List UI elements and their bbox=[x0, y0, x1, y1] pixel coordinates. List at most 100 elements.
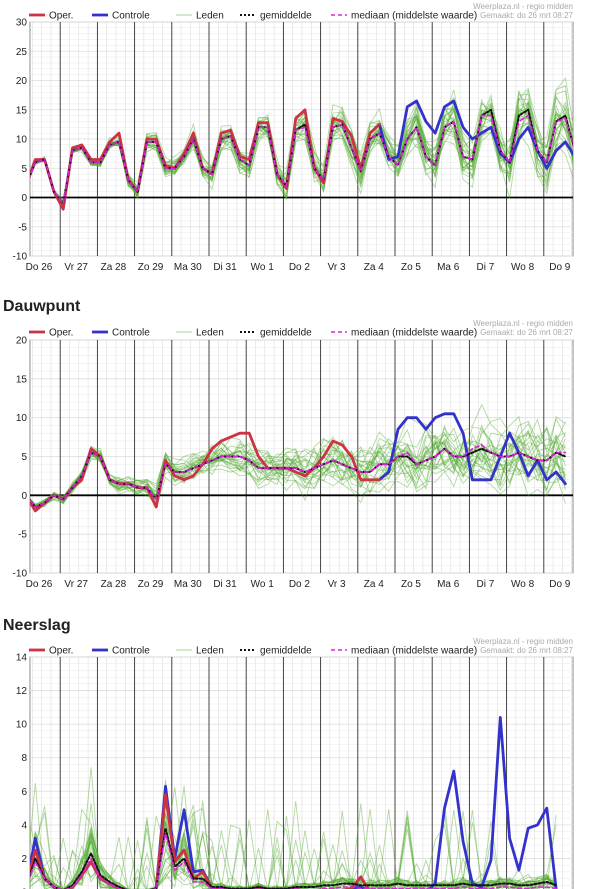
member-line bbox=[30, 100, 573, 207]
member-line bbox=[30, 107, 573, 209]
member-line bbox=[30, 98, 573, 205]
x-tick-label: Vr 3 bbox=[328, 262, 346, 273]
x-tick-label: Ma 30 bbox=[174, 262, 202, 273]
member-line bbox=[30, 810, 557, 889]
y-tick-label: -10 bbox=[13, 569, 28, 580]
x-tick-label: Za 28 bbox=[101, 579, 127, 590]
y-tick-label: 5 bbox=[21, 164, 27, 175]
member-line bbox=[30, 105, 573, 208]
y-tick-label: 12 bbox=[16, 686, 28, 697]
x-tick-label: Di 7 bbox=[477, 262, 495, 273]
x-tick-label: Vr 27 bbox=[64, 262, 88, 273]
legend-mediaan-label: mediaan (middelste waarde) bbox=[351, 646, 477, 657]
member-line bbox=[30, 803, 557, 889]
y-tick-label: 10 bbox=[16, 135, 28, 146]
x-tick-label: Zo 29 bbox=[138, 262, 164, 273]
chart-legend: Oper. Controle Leden gemiddelde mediaan (mid… bbox=[29, 2, 574, 22]
legend-mediaan-label: mediaan (middelste waarde) bbox=[351, 328, 477, 339]
legend-gemiddelde-label: gemiddelde bbox=[260, 328, 312, 339]
y-tick-label: 15 bbox=[16, 374, 28, 385]
plot-area bbox=[29, 656, 574, 889]
series-mediaan bbox=[30, 114, 573, 205]
x-tick-label: Di 7 bbox=[477, 579, 495, 590]
member-line bbox=[30, 403, 566, 510]
legend-controle-label: Controle bbox=[112, 646, 150, 657]
member-line bbox=[30, 107, 573, 206]
generated-label: Gemaakt: do 26 mrt 08:27 bbox=[480, 328, 573, 337]
y-tick-label: 15 bbox=[16, 105, 28, 116]
chart-1: -10 -5 0 5 10 15 20 Do 26 Vr 27 Za 28 Zo 29 Ma 30 Di… bbox=[13, 319, 574, 590]
x-tick-label: Vr 27 bbox=[64, 579, 88, 590]
y-tick-label: 6 bbox=[21, 787, 27, 798]
member-line bbox=[30, 416, 566, 506]
x-tick-label: Do 26 bbox=[26, 579, 53, 590]
member-line bbox=[30, 427, 566, 508]
x-tick-label: Zo 5 bbox=[401, 262, 421, 273]
y-tick-label: -5 bbox=[18, 530, 27, 541]
member-line bbox=[30, 432, 566, 509]
y-tick-label: 20 bbox=[16, 336, 28, 347]
member-line bbox=[30, 809, 557, 889]
member-line bbox=[30, 425, 566, 508]
member-line bbox=[30, 812, 557, 889]
y-tick-label: 2 bbox=[21, 854, 27, 865]
chart-legend: Oper. Controle Leden gemiddelde mediaan (mid… bbox=[29, 319, 574, 339]
member-line bbox=[30, 434, 566, 509]
series-gemiddelde bbox=[30, 827, 558, 889]
legend-gemiddelde-label: gemiddelde bbox=[260, 11, 312, 22]
y-tick-label: 0 bbox=[21, 888, 27, 889]
x-tick-label: Wo 8 bbox=[511, 262, 535, 273]
plot-series bbox=[30, 403, 567, 513]
legend-controle-label: Controle bbox=[112, 328, 150, 339]
legend-controle-label: Controle bbox=[112, 11, 150, 22]
legend-leden-label: Leden bbox=[196, 646, 224, 657]
x-tick-label: Zo 5 bbox=[401, 579, 421, 590]
series-mediaan bbox=[30, 832, 557, 889]
y-tick-label: 30 bbox=[16, 18, 28, 29]
dauwpunt-title: Dauwpunt bbox=[3, 298, 81, 315]
series-gemiddelde bbox=[30, 108, 573, 205]
chart-0: -10 -5 0 5 10 15 20 25 30 Do 26 Vr 27 Za 28 Zo 29 Ma … bbox=[13, 2, 574, 273]
x-tick-label: Di 31 bbox=[213, 579, 237, 590]
member-line bbox=[30, 824, 557, 889]
y-tick-label: 8 bbox=[21, 753, 27, 764]
member-line bbox=[30, 856, 557, 889]
member-line bbox=[30, 418, 566, 508]
y-tick-label: 0 bbox=[21, 193, 27, 204]
member-line bbox=[30, 427, 566, 508]
member-line bbox=[30, 429, 566, 507]
legend-oper-label: Oper. bbox=[49, 646, 73, 657]
series-mediaan bbox=[30, 444, 567, 508]
y-tick-label: 10 bbox=[16, 413, 28, 424]
y-tick-label: -10 bbox=[13, 252, 28, 263]
member-line bbox=[30, 416, 566, 505]
x-tick-label: Do 2 bbox=[289, 262, 311, 273]
x-tick-label: Wo 1 bbox=[251, 579, 275, 590]
member-line bbox=[30, 96, 573, 208]
x-tick-label: Do 26 bbox=[26, 262, 53, 273]
member-line bbox=[30, 429, 566, 508]
y-tick-label: 20 bbox=[16, 76, 28, 87]
y-tick-label: 14 bbox=[16, 653, 28, 664]
y-tick-label: 4 bbox=[21, 820, 27, 831]
neerslag-title: Neerslag bbox=[3, 617, 71, 634]
legend-leden-label: Leden bbox=[196, 11, 224, 22]
member-line bbox=[30, 828, 557, 889]
x-tick-label: Do 9 bbox=[549, 579, 571, 590]
member-line bbox=[30, 433, 566, 507]
y-tick-label: 25 bbox=[16, 47, 28, 58]
x-tick-label: Di 31 bbox=[213, 262, 237, 273]
legend-mediaan-label: mediaan (middelste waarde) bbox=[351, 11, 477, 22]
x-tick-label: Do 9 bbox=[549, 262, 571, 273]
series-controle bbox=[378, 412, 567, 486]
member-line bbox=[30, 91, 573, 203]
legend-gemiddelde-label: gemiddelde bbox=[260, 646, 312, 657]
member-line bbox=[30, 113, 573, 207]
x-tick-label: Wo 8 bbox=[511, 579, 535, 590]
x-tick-label: Za 4 bbox=[364, 262, 384, 273]
member-line bbox=[30, 436, 566, 508]
generated-label: Gemaakt: do 26 mrt 08:27 bbox=[480, 11, 573, 20]
member-line bbox=[30, 93, 573, 203]
y-tick-label: -5 bbox=[18, 222, 27, 233]
